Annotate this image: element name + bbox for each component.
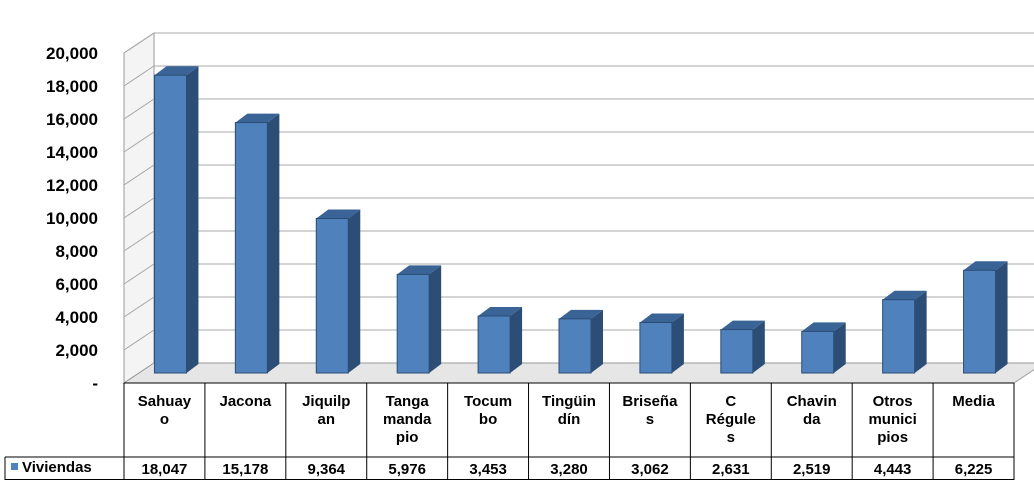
bar-front [801,330,835,374]
bar [153,66,199,374]
value-label: 3,280 [550,461,588,478]
bar [234,113,280,374]
bar-top [154,66,199,76]
bar-top [397,265,442,275]
bar-front [477,315,511,374]
category-label: Briseña s [622,393,678,428]
category-label: Tanga manda pio [383,393,432,446]
bar-front [558,318,592,374]
value-label: 3,453 [469,461,507,478]
bar-front [315,217,349,374]
y-tick-label: 10,000 [46,209,98,228]
bar-side [995,261,1008,373]
bar [477,307,523,374]
category-label: Tocum bo [464,393,512,428]
bar [639,313,684,374]
category-label: Jacona [220,393,272,410]
bar-top [720,320,765,330]
bar [396,265,442,374]
bar-side [752,320,765,373]
bar [801,322,846,374]
value-label: 15,178 [222,461,268,478]
bar [963,261,1008,374]
category-label: Media [952,393,995,410]
category-label: Tingüin dín [542,393,596,428]
bar-top [963,261,1008,271]
bar-front [882,299,916,374]
bar-front [639,321,673,374]
bar [558,309,603,374]
bar-side [348,209,361,373]
bar-top [882,290,927,300]
bar-front [153,74,187,374]
legend-swatch [11,463,18,470]
bar-side [671,313,684,373]
bar-top [639,313,684,323]
y-tick-label: 6,000 [55,275,98,294]
category-label: Sahuay o [138,393,192,428]
bar [882,290,927,374]
bar [315,209,361,374]
bar-side [914,290,927,373]
bar-front [234,122,268,374]
bar-side [267,113,280,374]
bar-top [559,309,603,319]
y-tick-label: 2,000 [55,341,98,360]
category-label: Jiquilp an [302,393,350,428]
category-label: Otros munici pios [868,393,916,446]
value-label: 5,976 [388,461,426,478]
bar-front [963,269,997,374]
value-label: 4,443 [874,461,912,478]
value-label: 6,225 [955,461,993,478]
value-label: 9,364 [307,461,345,478]
bar-side [833,322,846,373]
bar-top [801,322,846,332]
y-tick-label: 8,000 [55,242,98,261]
y-tick-label: 14,000 [46,143,98,162]
value-label: 3,062 [631,461,669,478]
y-tick-label: - [92,374,98,393]
bar-top [235,113,280,123]
bars [153,66,1008,374]
bar-top [478,307,523,317]
y-tick-label: 12,000 [46,176,98,195]
bar-top [316,209,361,219]
value-label: 2,519 [793,461,831,478]
y-axis-tick-labels: - 2,000 4,000 6,000 8,000 10,000 12,000 14,000 1… [46,44,98,393]
y-tick-label: 16,000 [46,110,98,129]
bar [720,320,765,374]
value-label: 18,047 [142,461,188,478]
bar-side [186,66,199,374]
category-label: Chavin da [787,393,837,428]
category-label: C Régule s [706,393,756,446]
bar-side [510,307,523,373]
data-table: Sahuay o Jacona Jiquilp an Tanga manda pio Tocum… [4,382,1015,480]
bar-front [720,329,754,374]
gridline [123,32,1034,54]
legend-label: Viviendas [22,459,92,476]
y-tick-label: 20,000 [46,44,98,63]
bar-side [591,309,603,373]
bar-front [396,273,430,374]
gridline [123,65,1034,87]
bar-side [429,265,442,373]
value-label: 2,631 [712,461,750,478]
y-tick-label: 4,000 [55,308,98,327]
y-tick-label: 18,000 [46,77,98,96]
